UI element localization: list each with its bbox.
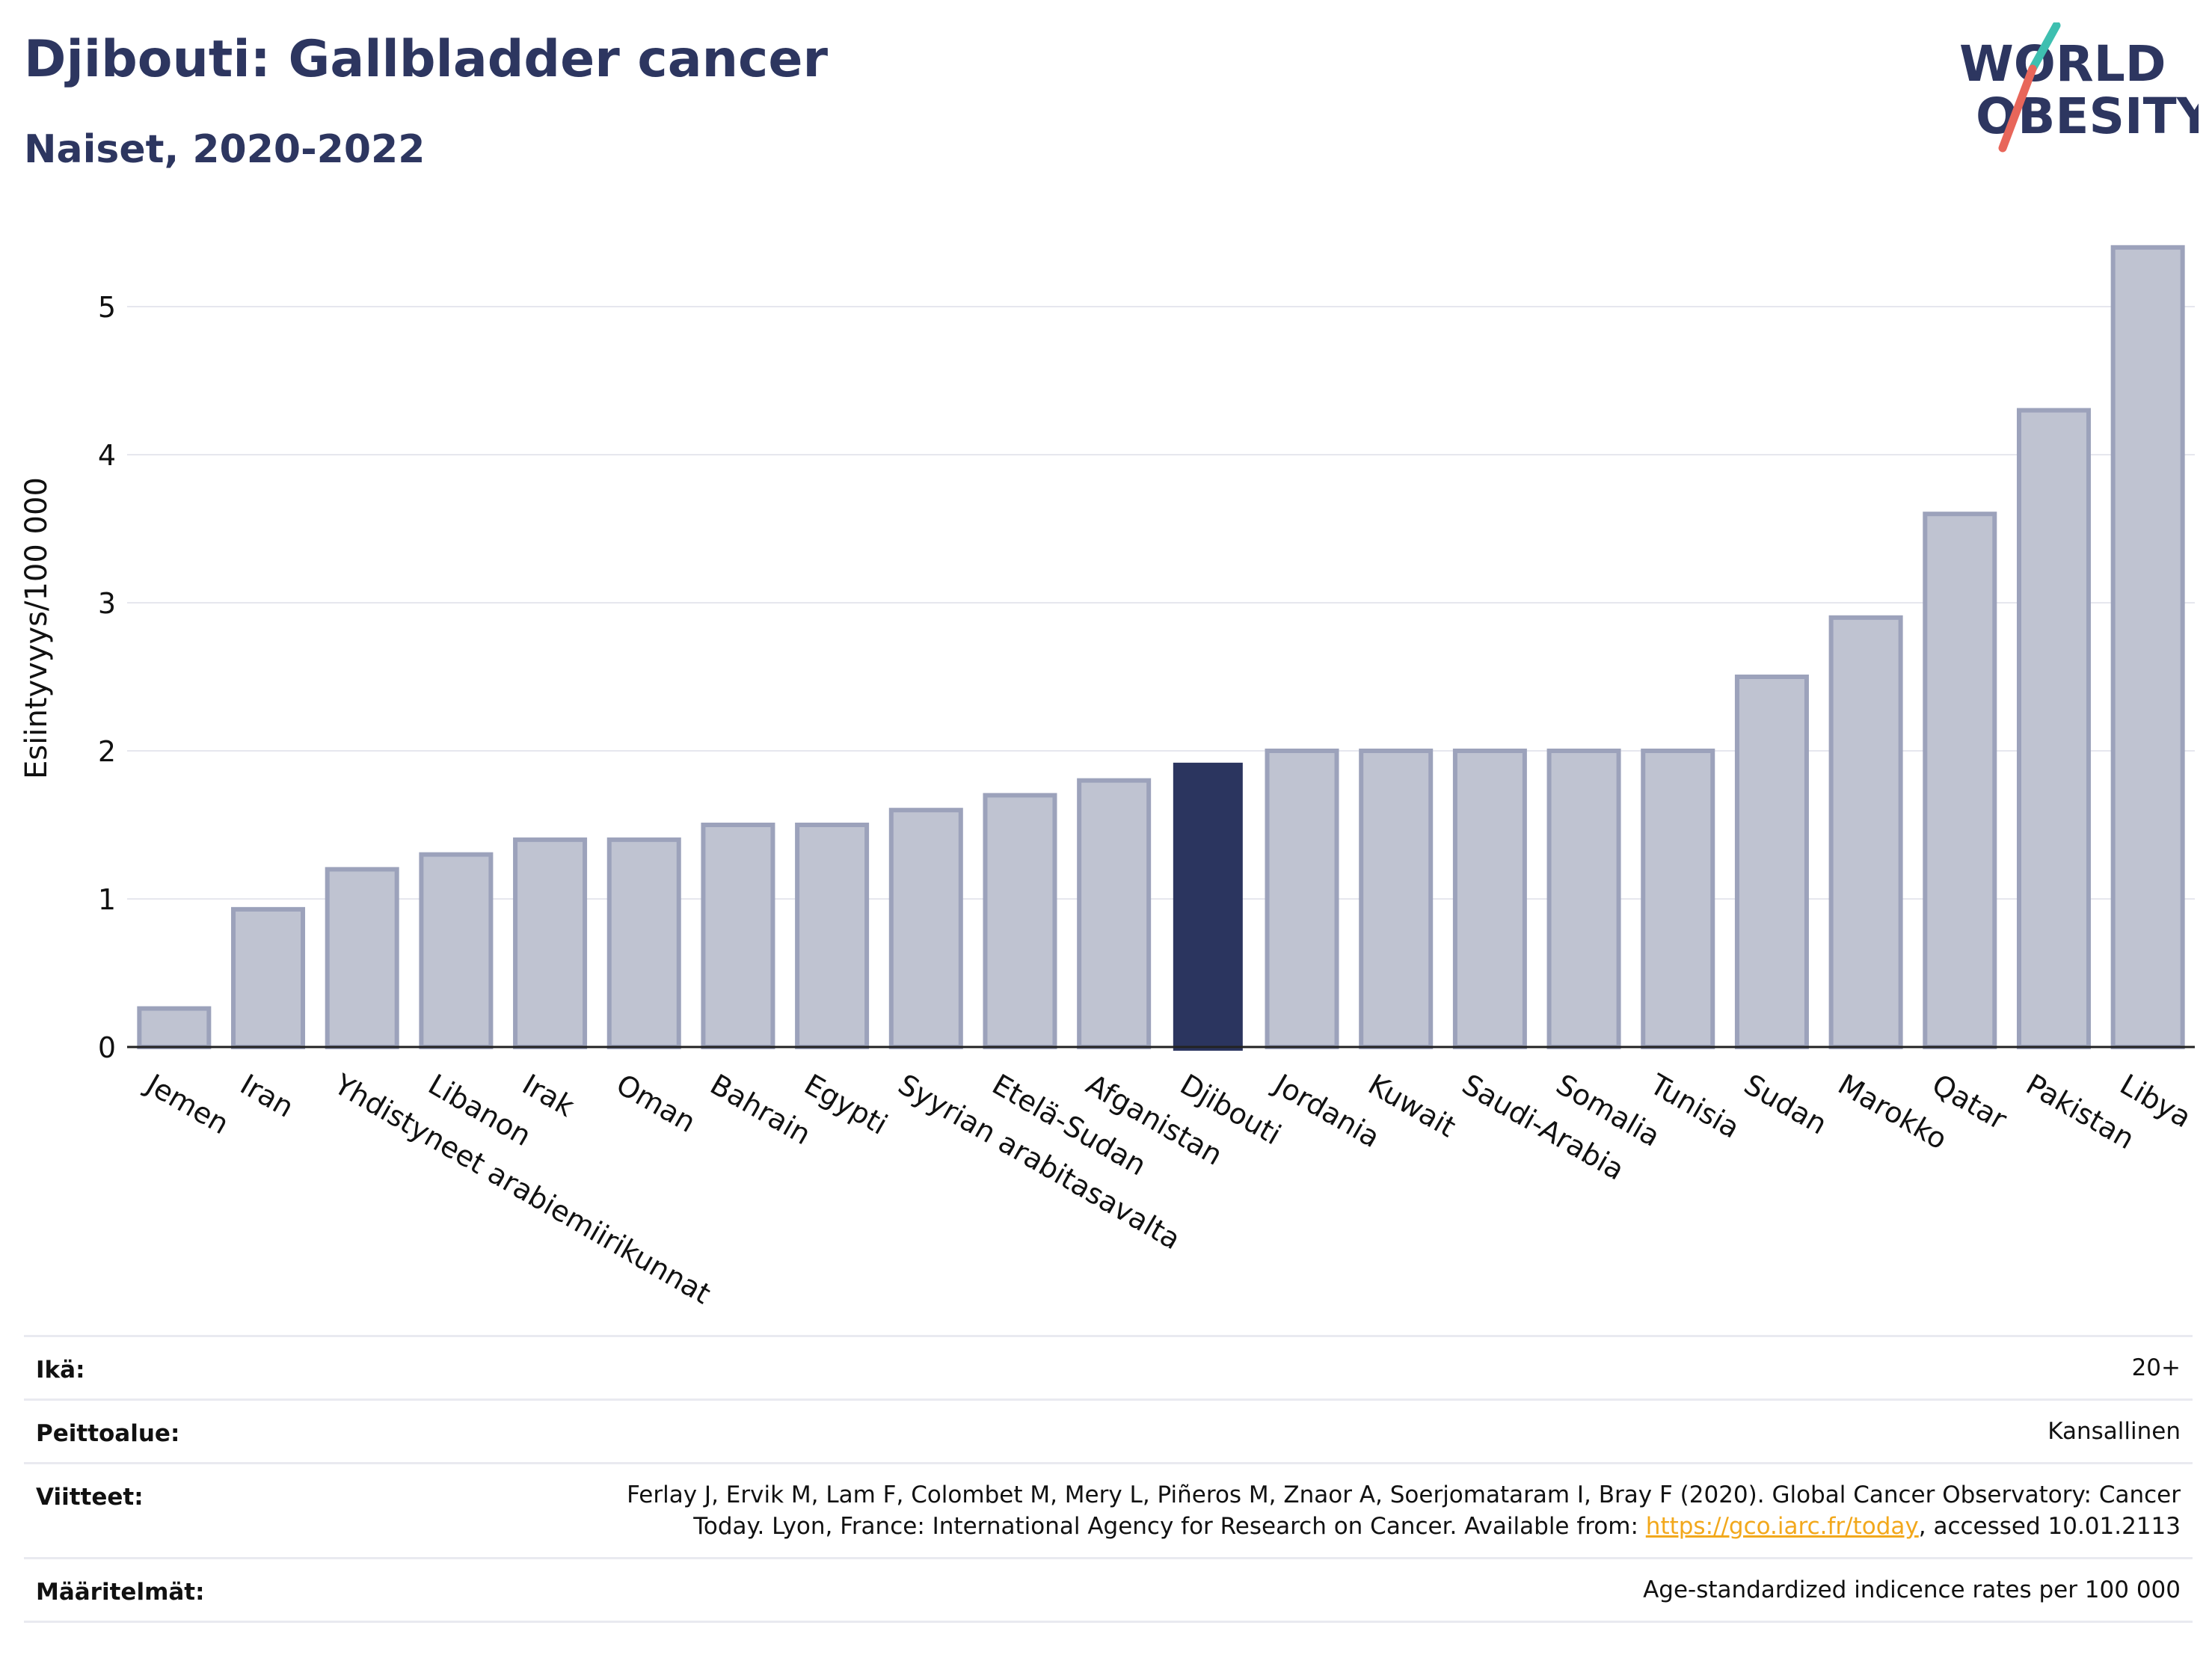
bar-djibouti: [1173, 762, 1243, 1051]
logo-line-1: WORLD: [1959, 35, 2166, 93]
bar-pakistan: [2016, 408, 2091, 1049]
world-obesity-logo: WORLD OBESITY: [1959, 22, 2199, 153]
bar-oman: [606, 837, 681, 1050]
bar-kuwait: [1359, 749, 1434, 1049]
y-axis-ticks: 0 1 2 3 4 5: [98, 291, 116, 1064]
bar-syyrian-arabitasavalta: [888, 808, 963, 1049]
meta-row-definitions: Määritelmät: Age-standardized indicence …: [24, 1557, 2193, 1623]
bar-tunisia: [1641, 749, 1715, 1049]
bar-etel-sudan: [983, 793, 1057, 1050]
x-tick-label: Iran: [235, 1068, 299, 1124]
y-tick-label: 3: [98, 587, 116, 620]
meta-row-references: Viitteet: Ferlay J, Ervik M, Lam F, Colo…: [24, 1462, 2193, 1557]
references-value: Ferlay J, Ervik M, Lam F, Colombet M, Me…: [573, 1479, 2181, 1542]
bar-bahrain: [701, 823, 775, 1049]
y-tick-label: 1: [98, 883, 116, 916]
references-text: Ferlay J, Ervik M, Lam F, Colombet M, Me…: [627, 1481, 2181, 1540]
bar-jordania: [1265, 749, 1339, 1049]
logo-slash-bottom: [1998, 64, 2037, 153]
x-tick-label: Jordania: [1268, 1067, 1386, 1154]
x-tick-label: Sudan: [1739, 1068, 1833, 1141]
references-label: Viitteet:: [36, 1484, 144, 1511]
bar-chart: 0 1 2 3 4 5 Jemen Iran Yhdistyneet arabiemiirik…: [19, 245, 2197, 1311]
y-tick-label: 5: [98, 291, 116, 324]
bars: [137, 245, 2185, 1051]
bar-irak: [513, 837, 588, 1050]
coverage-value: Kansallinen: [2047, 1418, 2181, 1445]
x-tick-label: Saudi-Arabia: [1457, 1068, 1630, 1187]
bar-somalia: [1546, 749, 1621, 1049]
x-tick-label: Jemen: [140, 1067, 235, 1141]
age-label: Ikä:: [36, 1357, 85, 1384]
chart-subtitle: Naiset, 2020-2022: [24, 127, 425, 172]
coverage-label: Peittoalue:: [36, 1420, 180, 1447]
bar-iran: [231, 906, 306, 1049]
x-tick-label: Pakistan: [2021, 1068, 2140, 1156]
x-tick-label: Bahrain: [704, 1068, 816, 1152]
metadata-table: Ikä: 20+ Peittoalue: Kansallinen Viittee…: [24, 1335, 2193, 1623]
meta-row-coverage: Peittoalue: Kansallinen: [24, 1398, 2193, 1462]
bar-saudi-arabia: [1452, 749, 1527, 1049]
bar-afganistan: [1077, 778, 1152, 1049]
chart-title: Djibouti: Gallbladder cancer: [24, 30, 828, 89]
bar-yhdistyneet-arabiemiirikunnat: [325, 867, 399, 1050]
y-tick-label: 2: [98, 735, 116, 768]
bar-qatar: [1923, 512, 1997, 1049]
bar-libanon: [419, 852, 494, 1049]
bar-libya: [2110, 245, 2185, 1049]
y-tick-label: 0: [98, 1031, 116, 1064]
x-axis-labels: Jemen Iran Yhdistyneet arabiemiirikunnatLi…: [140, 1067, 2197, 1311]
x-tick-label: Oman: [611, 1068, 701, 1139]
bar-egypti: [795, 823, 870, 1049]
y-tick-label: 4: [98, 439, 116, 472]
logo-slash-top: [2028, 22, 2061, 73]
references-link[interactable]: https://gco.iarc.fr/today: [1645, 1513, 1919, 1540]
definitions-label: Määritelmät:: [36, 1579, 205, 1606]
x-tick-label: Irak: [517, 1068, 580, 1123]
age-value: 20+: [2131, 1354, 2181, 1381]
bar-jemen: [137, 1006, 212, 1050]
y-axis-label: Esiintyvyys/100 000: [19, 477, 54, 779]
bar-marokko: [1828, 615, 1903, 1049]
bar-sudan: [1734, 675, 1809, 1049]
meta-row-age: Ikä: 20+: [24, 1335, 2193, 1398]
definitions-value: Age-standardized indicence rates per 100…: [1643, 1576, 2181, 1603]
x-tick-label: Egypti: [799, 1068, 893, 1141]
references-suffix: , accessed 10.01.2113: [1918, 1513, 2181, 1540]
